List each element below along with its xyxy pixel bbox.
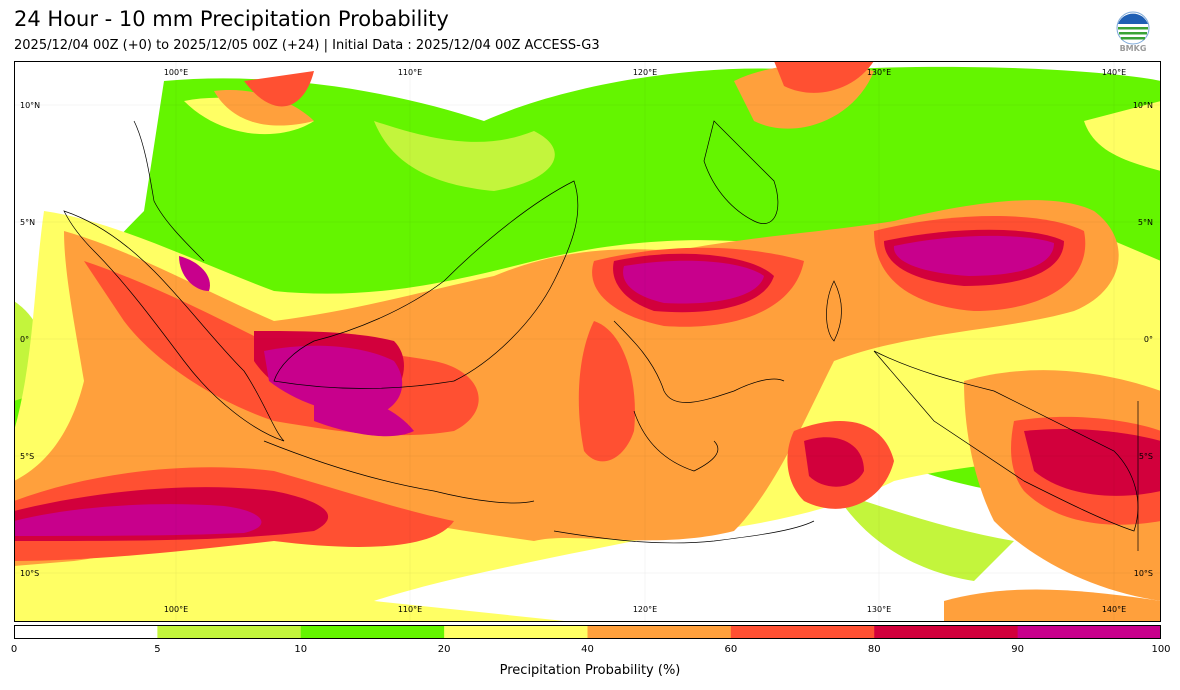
- colorbar-tick-90: 90: [1011, 644, 1024, 655]
- lon-label-bottom-130: 130°E: [867, 605, 891, 614]
- colorbar-tick-20: 20: [437, 644, 451, 655]
- chart-title: 24 Hour - 10 mm Precipitation Probabilit…: [14, 7, 449, 31]
- lat-label-right-5s: 5°S: [1139, 452, 1153, 461]
- map-frame: [14, 61, 1161, 622]
- lat-label-right-10n: 10°N: [1133, 101, 1153, 110]
- colorbar-tick-5: 5: [154, 644, 161, 655]
- colorbar-bin-10-20: [300, 625, 445, 639]
- colorbar-tick-10: 10: [294, 644, 308, 655]
- precipitation-map: 100°E 110°E 120°E 130°E 140°E 100°E 110°…: [14, 61, 1161, 622]
- bmkg-logo: [1112, 10, 1154, 56]
- colorbar: [14, 624, 1162, 639]
- lat-label-left-5s: 5°S: [20, 452, 34, 461]
- lon-label-bottom-100: 100°E: [164, 605, 188, 614]
- chart-subtitle: 2025/12/04 00Z (+0) to 2025/12/05 00Z (+…: [14, 38, 600, 53]
- colorbar-frame: [14, 625, 1161, 639]
- lat-label-right-0: 0°: [1144, 335, 1153, 344]
- colorbar-bin-20-40: [444, 625, 589, 639]
- lon-label-bottom-110: 110°E: [398, 605, 422, 614]
- lat-label-left-0: 0°: [20, 335, 29, 344]
- coastlines: [63, 120, 1139, 551]
- lon-label-top-130: 130°E: [867, 68, 891, 77]
- prob-90-100-layer: [14, 235, 1054, 536]
- colorbar-title: Precipitation Probability (%): [499, 663, 681, 678]
- lat-label-left-5n: 5°N: [20, 218, 35, 227]
- lat-label-right-5n: 5°N: [1138, 218, 1153, 227]
- colorbar-bin-90-100: [1017, 625, 1162, 639]
- lon-label-bottom-120: 120°E: [633, 605, 657, 614]
- colorbar-tick-0: 0: [10, 644, 18, 655]
- graticule: [14, 61, 1161, 622]
- lon-label-top-100: 100°E: [164, 68, 188, 77]
- colorbar-tick-100: 100: [1151, 644, 1171, 655]
- colorbar-bin-0-5: [14, 625, 158, 639]
- lat-label-right-10s: 10°S: [1134, 569, 1153, 578]
- colorbar-tick-60: 60: [724, 644, 738, 655]
- colorbar-bin-60-80: [730, 625, 875, 639]
- lon-label-bottom-140: 140°E: [1102, 605, 1126, 614]
- colorbar-tick-40: 40: [581, 644, 594, 655]
- lat-label-left-10s: 10°S: [20, 569, 39, 578]
- logo-text: BMKG: [1119, 44, 1147, 53]
- colorbar-bin-5-10: [157, 625, 302, 639]
- lat-label-left-10n: 10°N: [20, 101, 40, 110]
- lon-label-top-120: 120°E: [633, 68, 657, 77]
- colorbar-bin-80-90: [874, 625, 1019, 639]
- colorbar-bin-40-60: [587, 625, 732, 639]
- lon-label-top-140: 140°E: [1102, 68, 1126, 77]
- colorbar-tick-80: 80: [867, 644, 881, 655]
- lon-label-top-110: 110°E: [398, 68, 422, 77]
